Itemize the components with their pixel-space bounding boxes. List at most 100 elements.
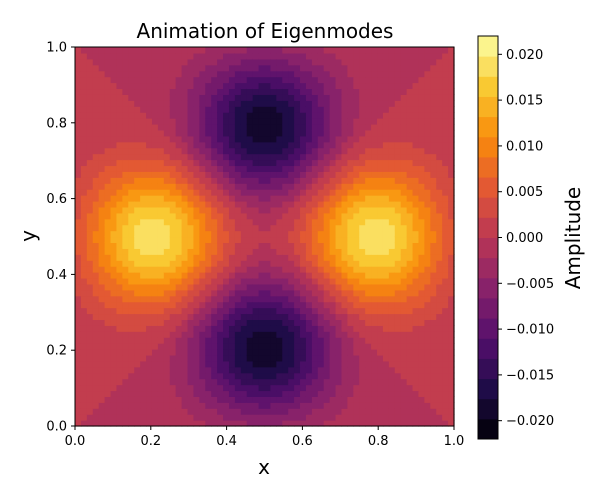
heatmap-cell bbox=[163, 366, 171, 374]
heatmap-cell bbox=[92, 129, 100, 137]
heatmap-cell bbox=[382, 189, 390, 196]
heatmap-cell bbox=[430, 165, 437, 172]
heatmap-cell bbox=[424, 420, 431, 427]
heatmap-cell bbox=[128, 100, 135, 107]
heatmap-cell bbox=[294, 88, 301, 95]
heatmap-cell bbox=[187, 360, 195, 368]
heatmap-cell bbox=[359, 414, 366, 421]
heatmap-cell bbox=[175, 177, 183, 184]
heatmap-cell bbox=[134, 212, 141, 220]
heatmap-cell bbox=[98, 212, 106, 220]
heatmap-cell bbox=[110, 390, 118, 397]
heatmap-cell bbox=[146, 414, 153, 421]
heatmap-cell bbox=[394, 283, 402, 291]
heatmap-cell bbox=[217, 307, 224, 315]
heatmap-cell bbox=[294, 354, 301, 362]
heatmap-cell bbox=[305, 70, 313, 78]
heatmap-cell bbox=[323, 94, 331, 101]
heatmap-cell bbox=[329, 195, 337, 202]
heatmap-cell bbox=[305, 218, 313, 226]
heatmap-cell bbox=[128, 420, 135, 427]
heatmap-cell bbox=[80, 277, 88, 285]
heatmap-cell bbox=[288, 153, 295, 161]
heatmap-cell bbox=[128, 195, 135, 202]
heatmap-cell bbox=[169, 283, 177, 291]
heatmap-cell bbox=[400, 354, 408, 362]
heatmap-cell bbox=[359, 82, 366, 90]
heatmap-cell bbox=[335, 189, 343, 196]
heatmap-cell bbox=[365, 378, 372, 386]
heatmap-cell bbox=[199, 88, 206, 95]
heatmap-cell bbox=[80, 94, 88, 101]
heatmap-cell bbox=[377, 100, 384, 107]
heatmap-cell bbox=[359, 283, 366, 291]
heatmap-cell bbox=[388, 70, 396, 78]
colorbar-band bbox=[478, 177, 498, 198]
heatmap-cell bbox=[157, 141, 165, 149]
heatmap-cell bbox=[436, 266, 443, 273]
heatmap-cell bbox=[341, 408, 348, 415]
heatmap-cell bbox=[175, 153, 183, 161]
heatmap-cell bbox=[163, 378, 171, 386]
heatmap-cell bbox=[282, 195, 289, 202]
heatmap-cell bbox=[300, 165, 307, 172]
heatmap-cell bbox=[252, 189, 260, 196]
heatmap-cell bbox=[258, 171, 266, 178]
heatmap-cell bbox=[258, 337, 266, 344]
heatmap-cell bbox=[311, 70, 319, 78]
heatmap-cell bbox=[412, 200, 420, 208]
heatmap-cell bbox=[412, 106, 420, 113]
heatmap-cell bbox=[448, 319, 455, 326]
heatmap-cell bbox=[157, 277, 165, 285]
heatmap-cell bbox=[276, 129, 283, 137]
heatmap-cell bbox=[270, 106, 277, 113]
heatmap-cell bbox=[92, 343, 100, 350]
heatmap-cell bbox=[377, 165, 384, 172]
heatmap-cell bbox=[217, 183, 224, 190]
heatmap-cell bbox=[382, 378, 390, 386]
heatmap-cell bbox=[116, 177, 123, 184]
heatmap-cell bbox=[341, 52, 348, 60]
heatmap-cell bbox=[116, 47, 123, 54]
heatmap-cell bbox=[424, 123, 431, 131]
heatmap-cell bbox=[300, 153, 307, 161]
heatmap-cell bbox=[276, 171, 283, 178]
heatmap-cell bbox=[359, 402, 366, 409]
heatmap-cell bbox=[341, 212, 348, 220]
heatmap-cell bbox=[418, 248, 425, 255]
heatmap-cell bbox=[329, 212, 337, 220]
heatmap-cell bbox=[175, 200, 183, 208]
heatmap-cell bbox=[246, 153, 254, 161]
heatmap-cell bbox=[181, 118, 189, 125]
heatmap-cell bbox=[217, 159, 224, 167]
heatmap-cell bbox=[116, 408, 123, 415]
heatmap-cell bbox=[246, 58, 254, 66]
heatmap-cell bbox=[270, 147, 277, 155]
heatmap-cell bbox=[341, 218, 348, 226]
heatmap-cell bbox=[234, 147, 242, 155]
heatmap-cell bbox=[388, 94, 396, 101]
heatmap-cell bbox=[181, 325, 189, 332]
heatmap-cell bbox=[371, 396, 378, 403]
heatmap-cell bbox=[193, 301, 200, 309]
heatmap-cell bbox=[276, 272, 283, 279]
heatmap-cell bbox=[347, 420, 354, 427]
x-tick-label: 0.6 bbox=[292, 434, 313, 449]
heatmap-cell bbox=[110, 123, 118, 131]
heatmap-cell bbox=[394, 195, 402, 202]
heatmap-cell bbox=[347, 414, 354, 421]
heatmap-cell bbox=[258, 47, 266, 54]
heatmap-cell bbox=[371, 337, 378, 344]
heatmap-cell bbox=[252, 402, 260, 409]
heatmap-cell bbox=[264, 242, 272, 249]
heatmap-cell bbox=[181, 206, 189, 214]
heatmap-cell bbox=[288, 295, 295, 303]
heatmap-cell bbox=[288, 408, 295, 415]
heatmap-cell bbox=[276, 206, 283, 214]
heatmap-cell bbox=[394, 224, 402, 232]
heatmap-cell bbox=[335, 165, 343, 172]
heatmap-cell bbox=[323, 230, 331, 238]
heatmap-cell bbox=[205, 396, 212, 403]
heatmap-cell bbox=[258, 94, 266, 101]
heatmap-cell bbox=[323, 171, 331, 178]
